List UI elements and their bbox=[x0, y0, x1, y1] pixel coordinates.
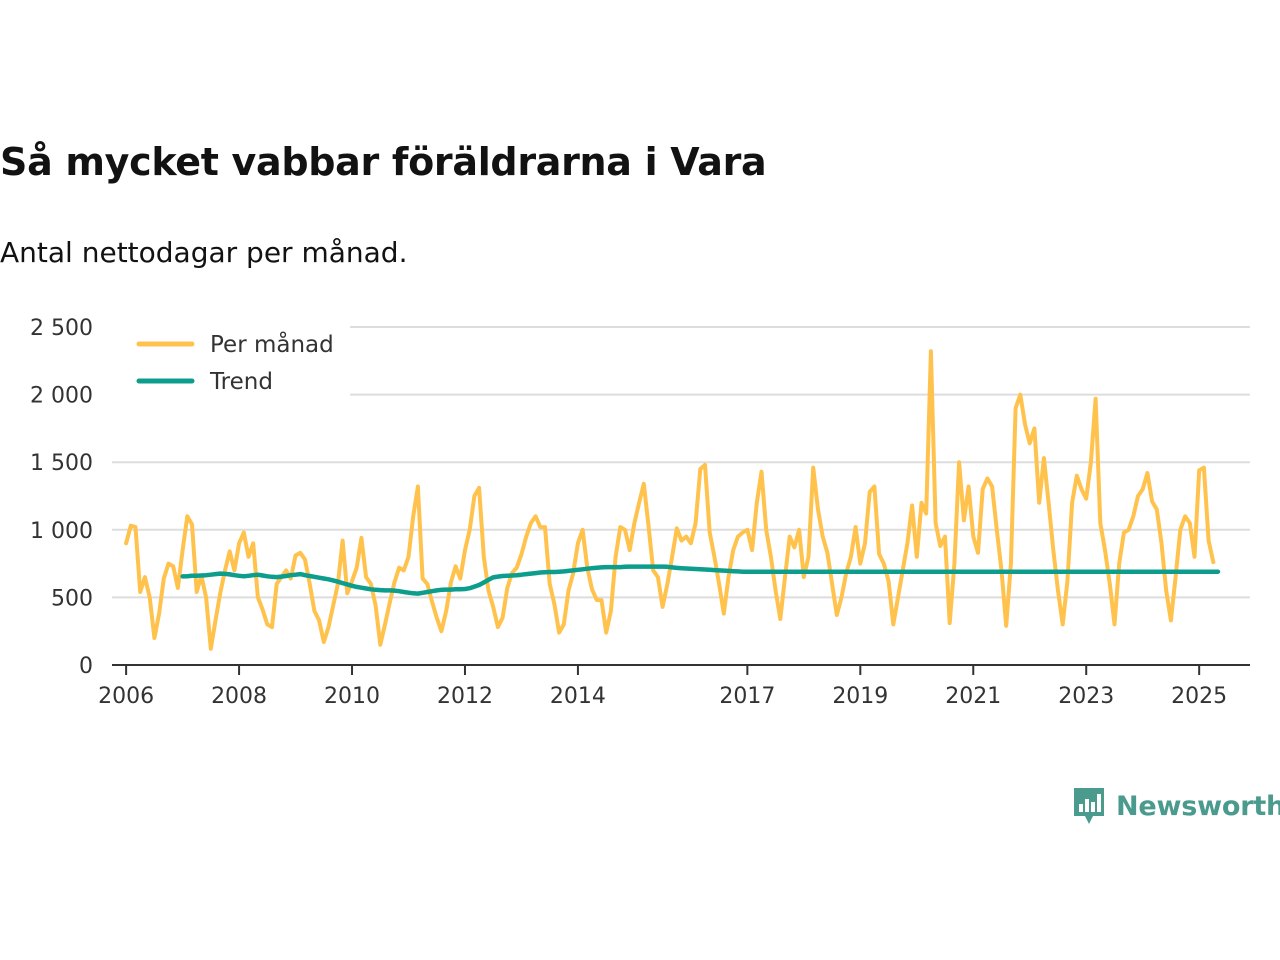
y-tick-label: 1 500 bbox=[30, 451, 93, 476]
x-tick-label: 2025 bbox=[1171, 684, 1227, 709]
y-tick-label: 2 500 bbox=[30, 316, 93, 341]
x-tick-label: 2014 bbox=[550, 684, 606, 709]
brand-name: Newsworthy bbox=[1116, 790, 1280, 822]
x-tick-label: 2019 bbox=[832, 684, 888, 709]
y-tick-label: 1 000 bbox=[30, 519, 93, 544]
x-tick-label: 2012 bbox=[437, 684, 493, 709]
y-tick-label: 500 bbox=[51, 586, 93, 611]
legend: Per månad Trend bbox=[112, 322, 350, 398]
line-chart: 0 500 1 000 1 500 2 000 2 500 2006 2008 2010 201… bbox=[30, 316, 1250, 709]
chart-title: Så mycket vabbar föräldrarna i Vara bbox=[0, 140, 767, 184]
x-tick-label: 2006 bbox=[98, 684, 154, 709]
chart-subtitle: Antal nettodagar per månad. bbox=[0, 236, 408, 269]
x-tick-label: 2017 bbox=[719, 684, 775, 709]
legend-label-per-manad: Per månad bbox=[210, 330, 334, 358]
newsworthy-icon bbox=[1074, 788, 1104, 824]
x-tick-label: 2010 bbox=[324, 684, 380, 709]
x-tick-label: 2008 bbox=[211, 684, 267, 709]
series-line-trend bbox=[180, 564, 1221, 596]
legend-background bbox=[112, 322, 350, 398]
brand-logo[interactable]: Newsworthy bbox=[1072, 786, 1280, 826]
x-tick-label: 2023 bbox=[1058, 684, 1114, 709]
y-tick-label: 2 000 bbox=[30, 384, 93, 409]
y-tick-label: 0 bbox=[79, 654, 93, 679]
legend-label-trend: Trend bbox=[209, 369, 273, 395]
series-line-per-manad bbox=[124, 349, 1216, 651]
x-tick-label: 2021 bbox=[945, 684, 1001, 709]
